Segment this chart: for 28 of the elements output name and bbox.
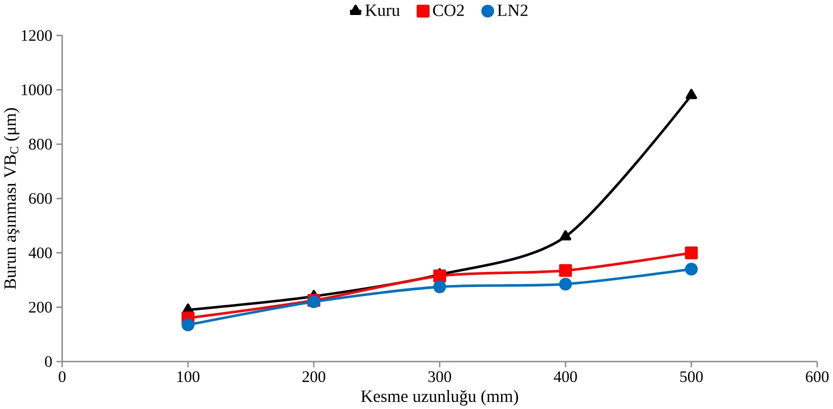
x-tick-label: 300 — [428, 371, 452, 382]
point — [433, 269, 446, 282]
legend-label: Kuru — [365, 4, 400, 16]
y-tick-label: 600 — [29, 192, 52, 204]
point — [559, 264, 572, 277]
y-tick-label: 0 — [45, 356, 52, 367]
x-tick-label: 400 — [554, 371, 577, 382]
x-tick-label: 0 — [58, 371, 66, 382]
point — [684, 262, 698, 276]
x-tick-label: 500 — [680, 371, 703, 382]
point — [686, 88, 698, 99]
y-tick-label: 1000 — [22, 84, 52, 96]
x-tick-label: 100 — [177, 371, 200, 382]
y-axis-title: Burun aşınması VB$_{C}$ (μm) — [4, 108, 20, 289]
x-tick-label: 200 — [302, 371, 326, 382]
y-tick-label: 1200 — [22, 30, 52, 41]
point — [182, 318, 194, 332]
point — [684, 246, 698, 260]
point — [433, 280, 446, 294]
legend-label: LN2 — [497, 4, 528, 16]
x-tick-label: 600 — [806, 371, 829, 382]
x-axis-title: Kesme uzunluğu (mm) — [361, 390, 518, 406]
point — [559, 278, 572, 290]
y-tick-label: 400 — [28, 247, 52, 258]
y-tick-label: 200 — [29, 302, 52, 312]
legend-label: CO2 — [433, 4, 464, 16]
point — [560, 230, 572, 240]
y-tick-label: 800 — [28, 138, 52, 150]
